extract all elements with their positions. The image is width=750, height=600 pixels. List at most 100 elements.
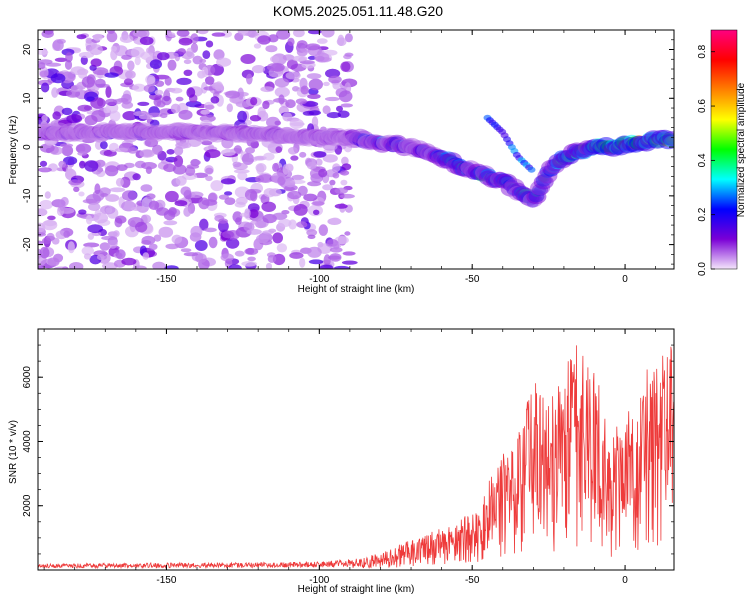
snr-panel: -150 -100 -50 0 2000 4000 6000 Height of stra… [8,328,675,595]
spectrogram-noise-cell [132,173,141,181]
spectrogram-y-tick-label: -20 [22,237,33,252]
spectrogram-noise-cell [104,72,119,78]
snr-x-tick-label: 0 [622,575,628,586]
spectrogram-noise-cell [329,179,336,186]
spectrogram-noise-cell [233,169,250,174]
spectrogram-noise-cell [148,243,158,250]
snr-x-tick-label: -150 [156,575,176,586]
snr-y-ticks: 2000 4000 6000 [22,328,674,571]
spectrogram-noise-cell [183,252,199,257]
spectrogram-noise-cell [293,204,308,216]
spectrogram-noise-cell [263,188,276,198]
spectrogram-noise-cell [272,212,288,220]
spectrogram-noise-cell [202,50,211,59]
spectrogram-noise-cell [186,87,196,98]
spectrogram-branch-cell [527,166,536,173]
spectrogram-noise-cell [38,240,44,245]
spectrogram-noise-cell [78,209,87,215]
spectrogram-noise-cell [201,199,218,206]
spectrogram-noise-cell [38,208,48,217]
spectrogram-noise-cell [39,160,48,167]
spectrogram-noise-cell [323,254,331,267]
spectrogram-noise-cell [306,73,322,80]
snr-series-line [38,345,674,570]
spectrogram-noise-cell [43,220,57,227]
spectrogram-noise-cell [47,257,60,267]
spectrogram-noise-cell [274,120,282,126]
spectrogram-noise-cell [241,153,255,165]
spectrogram-noise-cell [307,55,317,60]
spectrogram-noise-cell [344,52,354,57]
spectrogram-noise-cell [106,31,118,43]
spectrogram-noise-cell [307,93,321,99]
spectrogram-noise-cell [296,40,308,50]
spectrogram-noise-cell [336,105,343,112]
spectrogram-noise-cell [39,199,53,210]
spectrogram-noise-cell [337,110,350,118]
spectrogram-noise-cell [241,261,258,267]
spectrogram-noise-cell [83,242,100,248]
spectrogram-noise-cell [262,100,270,110]
spectrogram-noise-cell [329,247,343,253]
spectrogram-noise-cell [313,151,327,158]
spectrogram-noise-cell [334,203,348,209]
spectrogram-noise-cell [255,163,267,173]
spectrogram-noise-cell [102,262,118,269]
spectrogram-noise-cell [340,61,351,72]
spectrogram-noise-cell [262,230,275,235]
spectrogram-noise-cell [130,206,146,211]
spectrogram-noise-cell [165,190,179,203]
spectrogram-noise-cell [306,161,317,170]
spectrogram-noise-cell [105,85,112,98]
spectrogram-noise-cell [282,54,295,61]
spectrogram-noise-cell [210,96,220,104]
spectrogram-noise-cell [244,119,252,126]
spectrogram-noise-cell [132,83,146,92]
spectrogram-noise-cell [66,114,83,124]
spectrogram-noise-cell [183,206,192,217]
spectrogram-noise-cell [284,180,296,188]
spectrogram-noise-cell [110,49,118,61]
spectrogram-y-ticks: -20 -10 0 10 20 [22,29,674,265]
spectrogram-noise-cell [322,154,338,163]
spectrogram-noise-cell [266,63,281,72]
spectrogram-noise-cell [163,220,178,226]
spectrogram-noise-cell [308,78,323,91]
snr-y-label: SNR (10 * v/v) [8,420,19,484]
spectrogram-noise-cell [97,254,105,261]
spectrogram-noise-cell [212,84,224,90]
spectrogram-noise-cell [174,200,188,207]
spectrogram-noise-cell [145,74,156,85]
spectrogram-noise-cell [289,118,304,129]
spectrogram-noise-cell [166,149,175,155]
spectrogram-noise-cell [239,212,248,217]
spectrogram-noise-cell [64,148,71,154]
spectrogram-noise-cell [141,162,157,170]
spectrogram-noise-cell [161,95,172,106]
spectrogram-noise-cell [282,164,289,175]
spectrogram-noise-cell [190,225,203,238]
spectrogram-noise-cell [89,44,103,56]
spectrogram-noise-cell [245,147,255,154]
spectrogram-noise-cell [235,196,248,205]
spectrogram-noise-cell [288,219,297,230]
spectrogram-noise-cell [146,47,155,54]
colorbar-tick-label: 0.0 [697,262,708,276]
spectrogram-noise-cell [177,48,186,55]
spectrogram-noise-cell [237,30,253,36]
spectrogram-noise-cell [276,30,291,40]
spectrogram-noise-cell [192,55,203,65]
spectrogram-noise-cell [225,237,240,249]
spectrogram-noise-cell [153,234,162,242]
spectrogram-noise-cell [237,110,248,123]
spectrogram-noise-cell [58,160,67,168]
snr-y-tick-label: 4000 [22,430,33,453]
spectrogram-noise-cell [92,33,103,41]
spectrogram-noise-cell [76,144,86,154]
spectrogram-noise-cell [165,243,179,250]
spectrogram-noise-cell [78,70,88,79]
spectrogram-noise-cell [274,78,290,88]
spectrogram-noise-cell [183,69,193,77]
colorbar-label: Normalized spectral amplitude [736,82,747,217]
spectrogram-y-tick-label: -10 [22,188,33,203]
